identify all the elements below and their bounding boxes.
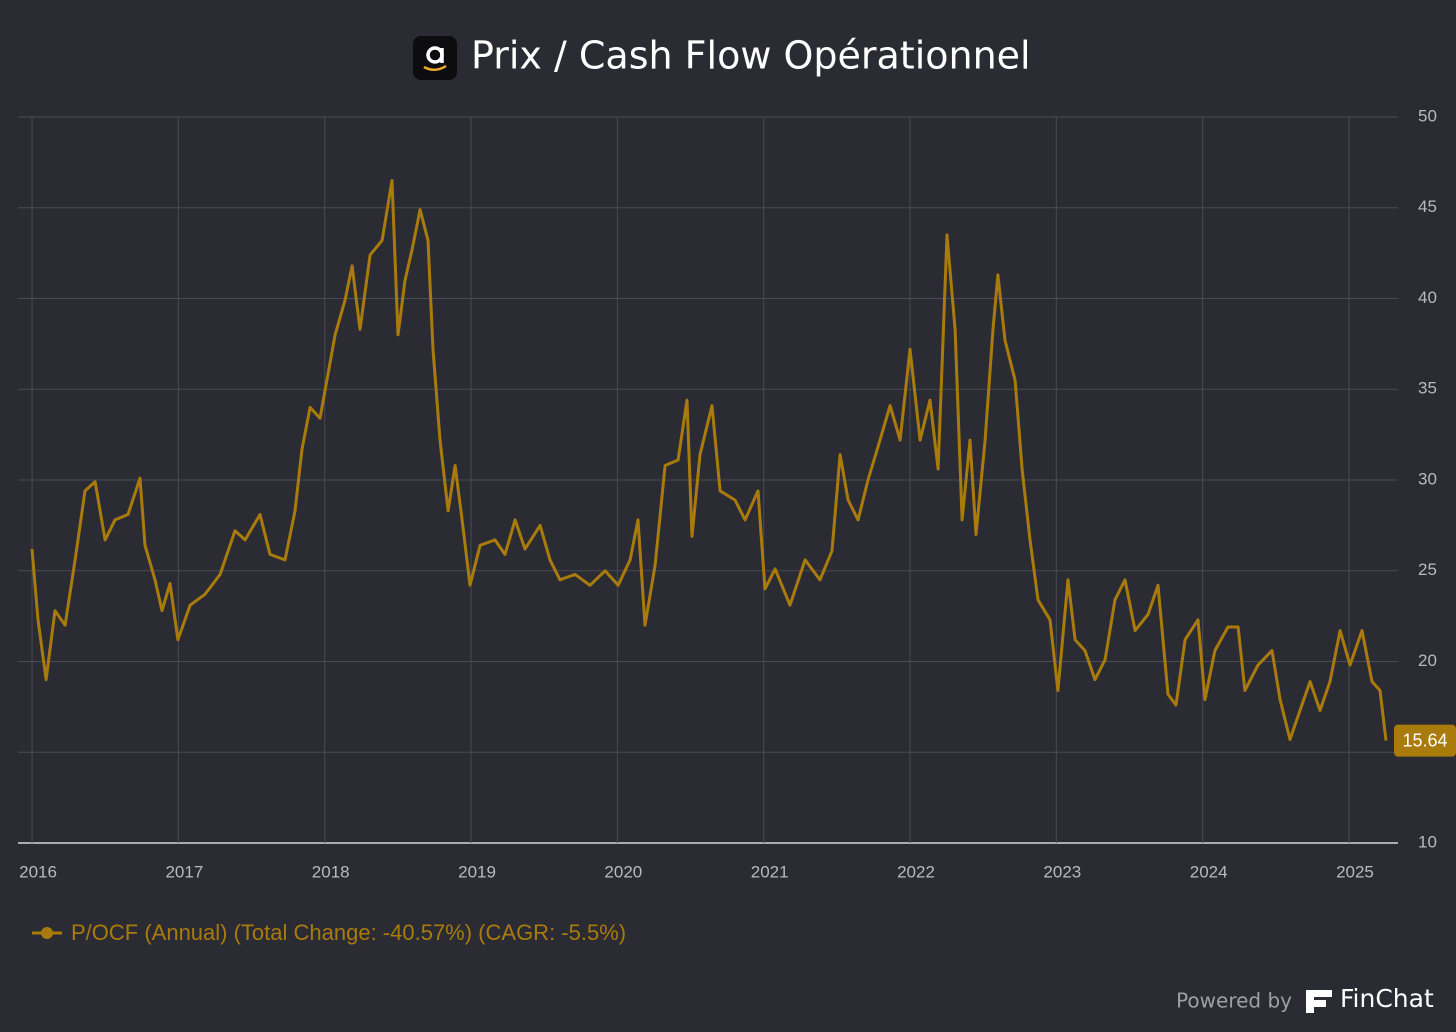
y-tick-label: 50	[1418, 106, 1437, 125]
y-tick-label: 30	[1418, 469, 1437, 488]
x-tick-label: 2021	[751, 862, 789, 881]
y-tick-label: 45	[1418, 197, 1437, 216]
y-tick-label: 20	[1418, 651, 1437, 670]
chart-title: Prix / Cash Flow Opérationnel	[471, 34, 1031, 78]
x-tick-label: 2024	[1190, 862, 1228, 881]
x-tick-label: 2016	[19, 862, 57, 881]
legend-label: P/OCF (Annual) (Total Change: -40.57%) (…	[71, 920, 626, 945]
powered-by: Powered by	[1176, 989, 1292, 1013]
x-tick-label: 2023	[1043, 862, 1081, 881]
legend: P/OCF (Annual) (Total Change: -40.57%) (…	[32, 920, 626, 945]
grid	[18, 116, 1398, 844]
x-tick-label: 2018	[312, 862, 350, 881]
x-tick-label: 2019	[458, 862, 496, 881]
brand: FinChat	[1340, 984, 1434, 1013]
series-line	[30, 179, 1388, 741]
last-value-label: 15.64	[1402, 730, 1447, 750]
y-tick-label: 10	[1418, 832, 1437, 851]
legend-marker	[41, 927, 53, 939]
finchat-icon	[1306, 990, 1332, 1013]
last-value-badge	[1394, 724, 1456, 757]
x-tick-label: 2020	[604, 862, 642, 881]
x-tick-label: 2025	[1336, 862, 1374, 881]
y-tick-label: 40	[1418, 288, 1437, 307]
logo-icon	[413, 36, 457, 80]
y-tick-label: 35	[1418, 379, 1437, 398]
x-tick-label: 2017	[165, 862, 203, 881]
y-tick-label: 25	[1418, 560, 1437, 579]
x-tick-label: 2022	[897, 862, 935, 881]
